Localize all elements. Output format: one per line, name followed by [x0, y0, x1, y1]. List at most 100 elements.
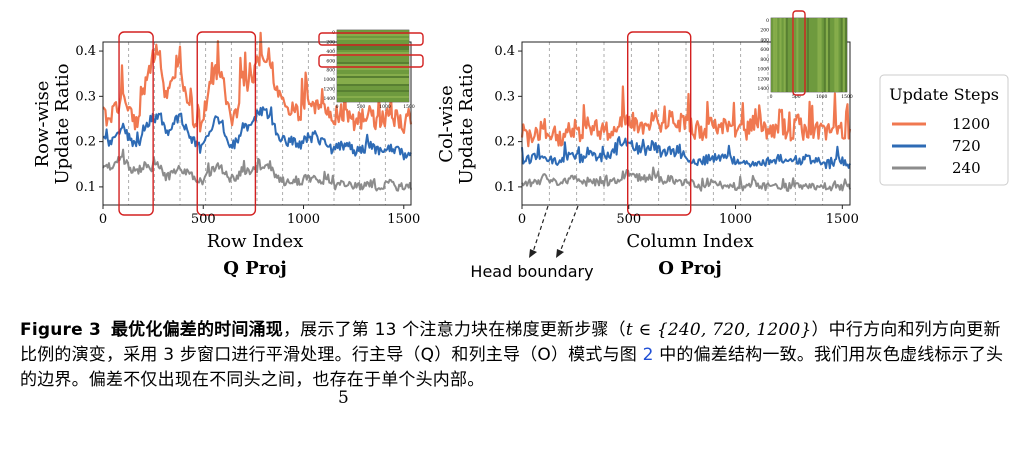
left-series-1200: [102, 31, 413, 134]
legend-label-720: 720: [952, 137, 981, 155]
right-inset-xtick-0: 0: [770, 94, 773, 100]
right-series-1200: [520, 85, 852, 148]
left-inset-cell-33: [337, 96, 409, 98]
left-inset-cell-31: [337, 92, 409, 94]
right-inset-cell-32: [838, 18, 841, 92]
right-inset-cell-35: [844, 18, 847, 92]
left-inset-xtick-1: 500: [357, 104, 366, 110]
annotation-arrow-2: [559, 205, 579, 253]
left-inset-cell-8: [337, 46, 409, 48]
left-inset-cell-21: [337, 72, 409, 74]
left-inset-cell-16: [337, 62, 409, 64]
annotation-arrow-1: [532, 205, 549, 253]
right-inset-cell-20: [813, 18, 816, 92]
left-inset-xtick-2: 1000: [379, 104, 391, 110]
legend-label-1200: 1200: [952, 115, 990, 133]
right-inset-ytick-2: 400: [760, 37, 769, 43]
left-series-240: [102, 148, 412, 192]
left-inset-ytick-6: 1200: [324, 87, 336, 93]
figure-caption: Figure 3 最优化偏差的时间涌现，展示了第 13 个注意力块在梯度更新步骤（…: [20, 318, 1010, 393]
right-inset-cell-18: [809, 18, 812, 92]
annotation-arrowhead-2: [556, 249, 564, 258]
left-inset-highlight-2: [318, 54, 424, 68]
right-inset-xtick-2: 1000: [816, 94, 828, 100]
left-highlight-1: [196, 31, 257, 216]
left-inset-ytick-2: 400: [326, 49, 335, 55]
right-inset-cell-29: [832, 18, 835, 92]
right-series-720: [521, 136, 851, 170]
right-inset-cell-7: [785, 18, 788, 92]
legend-title: Update Steps: [889, 85, 999, 104]
left-inset-cell-34: [337, 98, 409, 100]
caption-label: Figure 3: [20, 320, 101, 340]
figure-3: 0 500 1000 1500 0.1 0.2 0.3 0.4 Row-wise Update…: [32, 10, 1009, 281]
right-inset-xtick-1: 500: [792, 94, 801, 100]
right-inset-ytick-1: 200: [760, 28, 769, 34]
left-inset-cell-19: [337, 68, 409, 70]
left-highlights: [118, 31, 257, 216]
right-inset-ytick-3: 600: [760, 47, 769, 53]
head-boundary-annotation: Head boundary: [470, 262, 593, 281]
right-inset-cell-4: [779, 18, 782, 92]
right-inset-xtick-3: 1500: [841, 94, 853, 100]
right-inset-ytick-5: 1000: [758, 67, 770, 73]
caption-text-3: 中的偏差结构一致。我们用灰色虚线标示了头的边界。偏差不仅出现在不同头之间，也存在…: [20, 345, 1004, 390]
left-ytick-label-0: 0.1: [75, 180, 96, 195]
right-panel: 0 500 1000 1500 0.1 0.2 0.3 0.4 Col-wise Update…: [436, 10, 859, 281]
left-xtick-label-3: 1500: [387, 212, 420, 227]
right-inset-cell-19: [811, 18, 814, 92]
left-inset-cell-3: [337, 36, 409, 38]
page-number: 5: [338, 388, 349, 408]
right-ytick-label-3: 0.4: [494, 44, 515, 59]
right-highlight-0: [627, 31, 692, 216]
left-inset-cell-2: [337, 34, 409, 36]
right-inset-cell-27: [828, 18, 831, 92]
caption-text-2: ）中行方向和列方向更新比例的演变，采用 3 步窗口进行平滑处理。行主导（Q）和列…: [20, 320, 1001, 365]
right-inset-cell-28: [830, 18, 833, 92]
left-inset-cell-0: [337, 30, 409, 32]
left-title: Q Proj: [223, 258, 286, 279]
left-ylabel-line2: Update Ratio: [52, 63, 73, 184]
right-xtick-label-2: 1000: [719, 212, 752, 227]
caption-math: t ∈ {240, 720, 1200}: [625, 320, 812, 340]
left-xtick-label-2: 1000: [287, 212, 320, 227]
left-panel: 0 500 1000 1500 0.1 0.2 0.3 0.4 Row-wise Update…: [32, 29, 424, 279]
left-inset-cell-11: [337, 52, 409, 54]
right-series-240: [521, 166, 851, 192]
left-ytick-label-3: 0.4: [75, 44, 96, 59]
left-inset-cell-14: [337, 58, 409, 60]
left-xlabel: Row Index: [207, 231, 304, 252]
caption-title: 最优化偏差的时间涌现: [110, 320, 283, 340]
legend: Update Steps 1200 720 240: [879, 74, 1009, 186]
left-inset-ytick-7: 1400: [324, 96, 336, 102]
right-inset-cell-1: [773, 18, 776, 92]
left-inset-cell-26: [337, 82, 409, 84]
left-inset-cell-22: [337, 74, 409, 76]
head-boundary-arrows: [529, 205, 579, 258]
legend-box: [879, 74, 1009, 186]
left-inset-ytick-3: 600: [326, 58, 335, 64]
right-ticks: 0 500 1000 1500 0.1 0.2 0.3 0.4: [494, 44, 859, 227]
right-inset-cell-23: [819, 18, 822, 92]
right-title: O Proj: [658, 258, 721, 279]
right-inset-cell-25: [823, 18, 826, 92]
left-inset-xtick-0: 0: [336, 104, 339, 110]
right-inset-cell-30: [834, 18, 837, 92]
left-series-720: [102, 106, 412, 161]
right-inset-ytick-0: 0: [766, 18, 769, 24]
left-inset-cell-20: [337, 70, 409, 72]
left-inset-cell-9: [337, 48, 409, 50]
left-inset-cell-5: [337, 40, 409, 42]
right-inset-cell-16: [804, 18, 807, 92]
annotation-arrowhead-1: [529, 249, 537, 258]
left-inset-cell-4: [337, 38, 409, 40]
caption-figure-link[interactable]: 2: [642, 345, 654, 365]
left-inset-xtick-3: 1500: [403, 104, 415, 110]
left-inset-cell-10: [337, 50, 409, 52]
left-inset-cell-13: [337, 56, 409, 58]
right-inset-cell-34: [842, 18, 845, 92]
right-xtick-label-3: 1500: [826, 212, 859, 227]
right-inset-cell-0: [771, 18, 774, 92]
right-inset-cell-21: [815, 18, 818, 92]
